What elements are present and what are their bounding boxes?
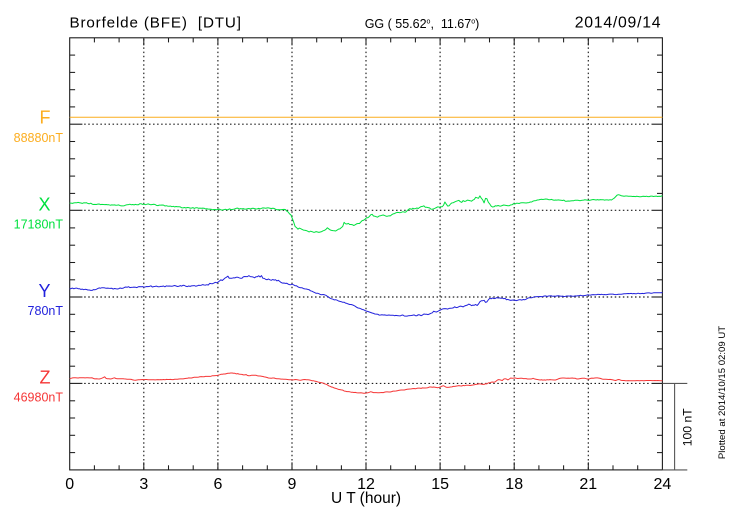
svg-text:12: 12 xyxy=(357,476,375,493)
svg-text:3: 3 xyxy=(139,476,148,493)
svg-text:21: 21 xyxy=(579,476,597,493)
svg-text:F: F xyxy=(40,108,51,128)
svg-text:U T (hour): U T (hour) xyxy=(331,490,401,507)
svg-text:18: 18 xyxy=(505,476,523,493)
svg-text:100 nT: 100 nT xyxy=(681,408,695,446)
svg-text:46980nT: 46980nT xyxy=(14,391,64,405)
svg-text:780nT: 780nT xyxy=(28,304,64,318)
svg-text:9: 9 xyxy=(288,476,297,493)
svg-text:X: X xyxy=(38,195,50,215)
svg-text:Y: Y xyxy=(38,281,50,301)
svg-text:Plotted at 2014/10/15 02:09 UT: Plotted at 2014/10/15 02:09 UT xyxy=(717,326,728,459)
svg-text:GG ( 55.62o, 11.67o): GG ( 55.62o, 11.67o) xyxy=(365,17,480,31)
svg-text:2014/09/14: 2014/09/14 xyxy=(575,15,662,32)
svg-text:Brorfelde (BFE) [DTU]: Brorfelde (BFE) [DTU] xyxy=(70,15,242,32)
svg-text:0: 0 xyxy=(65,476,74,493)
svg-text:24: 24 xyxy=(654,476,672,493)
svg-text:6: 6 xyxy=(213,476,222,493)
svg-text:Z: Z xyxy=(40,368,51,388)
svg-text:88880nT: 88880nT xyxy=(14,131,64,145)
svg-text:17180nT: 17180nT xyxy=(14,217,64,231)
svg-text:15: 15 xyxy=(431,476,449,493)
